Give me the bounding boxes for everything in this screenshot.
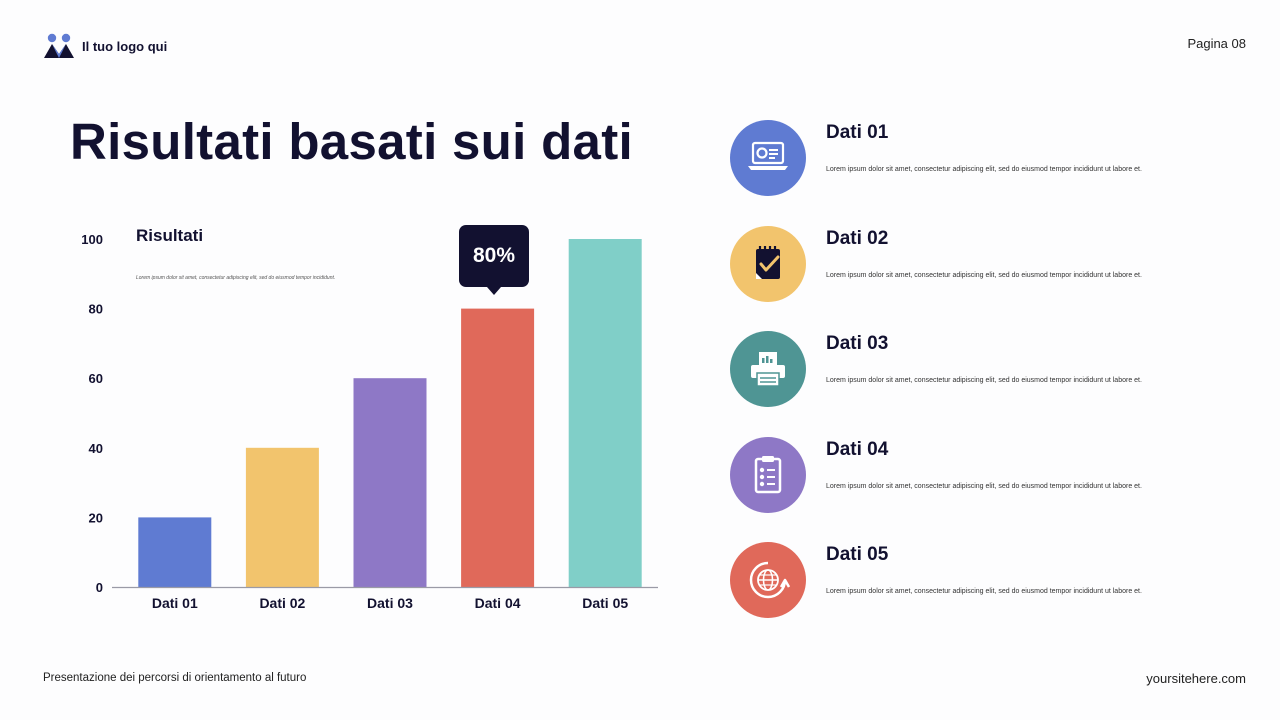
notepad-check-icon (730, 226, 806, 302)
logo: Il tuo logo qui (43, 33, 167, 59)
y-tick-label: 40 (89, 441, 103, 456)
item-title: Dati 05 (826, 544, 889, 565)
globe-refresh-icon (730, 542, 806, 618)
item-title: Dati 02 (826, 228, 889, 249)
y-tick-label: 20 (89, 510, 103, 525)
item-title: Dati 03 (826, 333, 889, 354)
x-tick-label: Dati 05 (582, 595, 628, 611)
x-tick-label: Dati 03 (367, 595, 413, 611)
x-tick-label: Dati 01 (152, 595, 198, 611)
bar (461, 308, 535, 587)
item-text: Lorem ipsum dolor sit amet, consectetur … (826, 483, 1142, 490)
footer-caption: Presentazione dei percorsi di orientamen… (43, 672, 307, 684)
item-text: Lorem ipsum dolor sit amet, consectetur … (826, 588, 1142, 595)
item-title: Dati 01 (826, 122, 889, 143)
chart-description: Lorem ipsum dolor sit amet, consectetur … (136, 275, 336, 281)
list-item: Dati 02 Lorem ipsum dolor sit amet, cons… (730, 226, 1250, 304)
logo-icon (44, 33, 74, 58)
y-tick-label: 0 (96, 580, 103, 595)
bar (568, 239, 642, 587)
x-tick-label: Dati 02 (259, 595, 305, 611)
page-number: Pagina 08 (1187, 36, 1246, 51)
clipboard-checklist-icon (730, 437, 806, 513)
y-tick-label: 60 (89, 371, 103, 386)
y-tick-label: 80 (89, 302, 103, 317)
bar (138, 517, 212, 587)
item-title: Dati 04 (826, 439, 889, 460)
list-item: Dati 03 Lorem ipsum dolor sit amet, cons… (730, 331, 1250, 409)
list-item: Dati 05 Lorem ipsum dolor sit amet, cons… (730, 542, 1250, 620)
item-text: Lorem ipsum dolor sit amet, consectetur … (826, 166, 1142, 173)
page-title: Risultati basati sui dati (70, 113, 633, 170)
x-tick-label: Dati 04 (475, 595, 521, 611)
logo-text: Il tuo logo qui (82, 38, 168, 54)
value-callout: 80% (459, 225, 529, 295)
laptop-icon (730, 120, 806, 196)
item-text: Lorem ipsum dolor sit amet, consectetur … (826, 377, 1142, 384)
chart-canvas: 0 20 40 60 80 100 Dati 01 Dati 02 Dati 03 Dati 04… (81, 232, 658, 611)
bar (353, 378, 427, 587)
printer-icon (730, 331, 806, 407)
chart-title: Risultati (136, 226, 204, 245)
item-text: Lorem ipsum dolor sit amet, consectetur … (826, 272, 1142, 279)
bar-chart: 0 20 40 60 80 100 Dati 01 Dati 02 Dati 03 Dati 04… (60, 215, 680, 625)
bar (245, 447, 319, 587)
footer-website[interactable]: yoursitehere.com (1146, 671, 1246, 686)
list-item: Dati 04 Lorem ipsum dolor sit amet, cons… (730, 437, 1250, 515)
list-item: Dati 01 Lorem ipsum dolor sit amet, cons… (730, 120, 1250, 198)
y-tick-label: 100 (81, 232, 103, 247)
